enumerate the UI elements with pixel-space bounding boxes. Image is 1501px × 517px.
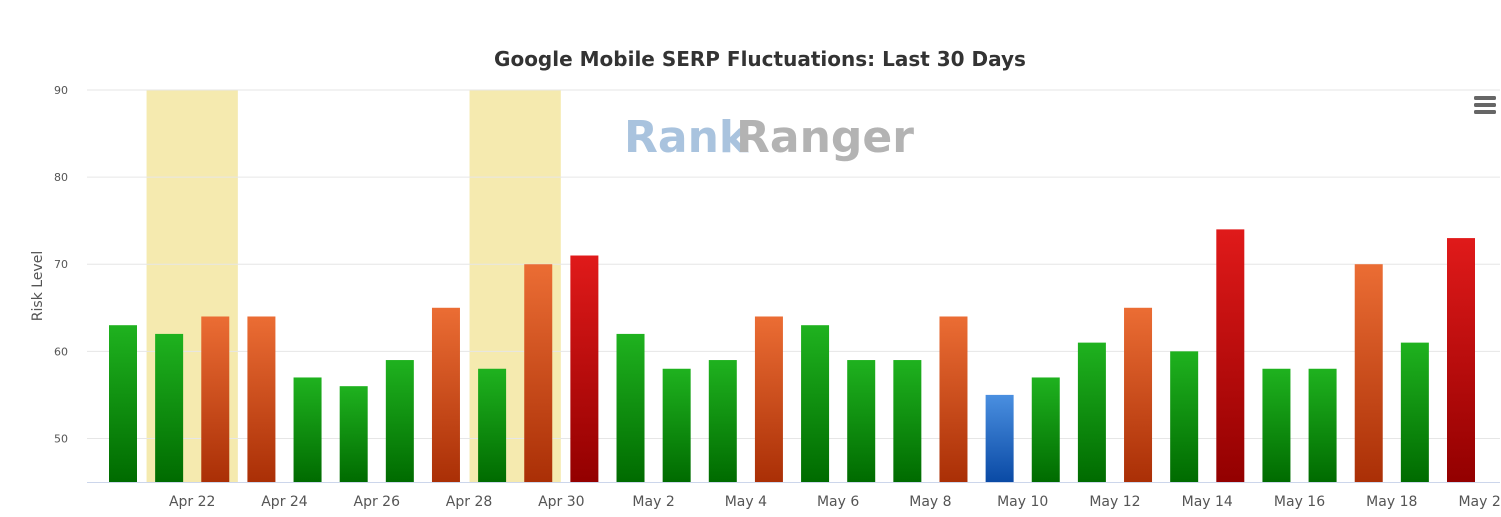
y-axis-ticks: 50 60 70 80 90 (54, 84, 68, 445)
bar-may-19[interactable] (1400, 342, 1429, 482)
bar-may-7[interactable] (847, 360, 876, 482)
x-tick-label-may-4: May 4 (725, 494, 767, 510)
x-tick-label-may-14: May 14 (1182, 494, 1233, 510)
x-tick-label-apr-24: Apr 24 (261, 494, 308, 510)
bar-apr-27[interactable] (385, 360, 414, 482)
bar-may-2[interactable] (616, 333, 645, 482)
hamburger-menu-icon[interactable] (1466, 90, 1501, 120)
bar-apr-22[interactable] (155, 333, 184, 482)
y-tick-label-90: 90 (54, 84, 68, 97)
y-tick-label-50: 50 (54, 432, 68, 445)
x-tick-label-apr-26: Apr 26 (354, 494, 401, 510)
bars (109, 229, 1475, 482)
watermark-ranger: Ranger (736, 112, 914, 163)
x-tick-label-apr-22: Apr 22 (169, 494, 215, 510)
y-axis-title: Risk Level (30, 251, 46, 321)
chart-title: Google Mobile SERP Fluctuations: Last 30… (494, 47, 1026, 71)
x-tick-label-may-16: May 16 (1274, 494, 1325, 510)
x-tick-label-may-10: May 10 (997, 494, 1048, 510)
bar-may-8[interactable] (893, 360, 922, 482)
bar-may-16[interactable] (1262, 368, 1291, 482)
bar-apr-29[interactable] (478, 368, 507, 482)
bar-may-14[interactable] (1170, 351, 1199, 482)
bar-may-6[interactable] (801, 325, 830, 482)
bar-may-9[interactable] (939, 316, 968, 482)
y-tick-label-70: 70 (54, 258, 68, 271)
x-tick-label-may-20: May 20 (1458, 494, 1501, 510)
bar-may-4[interactable] (708, 360, 737, 482)
bar-apr-24[interactable] (247, 316, 276, 482)
bar-may-20[interactable] (1447, 238, 1475, 482)
bar-may-17[interactable] (1308, 368, 1337, 482)
bar-may-18[interactable] (1354, 264, 1383, 482)
x-tick-label-may-18: May 18 (1366, 494, 1417, 510)
bar-apr-28[interactable] (431, 307, 460, 482)
y-tick-label-80: 80 (54, 171, 68, 184)
bar-may-12[interactable] (1077, 342, 1106, 482)
x-tick-label-may-12: May 12 (1089, 494, 1140, 510)
y-tick-label-60: 60 (54, 345, 68, 358)
watermark-rank: Rank (624, 112, 750, 163)
bar-apr-23[interactable] (201, 316, 230, 482)
x-tick-label-may-6: May 6 (817, 494, 859, 510)
bar-may-5[interactable] (754, 316, 783, 482)
bar-apr-25[interactable] (293, 377, 322, 482)
x-tick-label-apr-28: Apr 28 (446, 494, 492, 510)
watermark: Rank Ranger (624, 112, 914, 163)
x-tick-label-apr-30: Apr 30 (538, 494, 584, 510)
bar-may-1[interactable] (570, 255, 599, 482)
bar-apr-21[interactable] (109, 325, 137, 482)
x-axis-ticks: Apr 22 Apr 24 Apr 26 Apr 28 Apr 30 May 2 May 4… (169, 494, 1501, 510)
x-tick-label-may-2: May 2 (632, 494, 674, 510)
gridlines (87, 89, 1500, 439)
bar-may-10[interactable] (985, 394, 1014, 482)
x-tick-label-may-8: May 8 (909, 494, 951, 510)
bar-apr-26[interactable] (339, 386, 368, 482)
bar-may-15[interactable] (1216, 229, 1245, 482)
bar-may-11[interactable] (1031, 377, 1060, 482)
bar-may-3[interactable] (662, 368, 691, 482)
bar-apr-30[interactable] (524, 264, 553, 482)
bar-may-13[interactable] (1124, 307, 1153, 482)
